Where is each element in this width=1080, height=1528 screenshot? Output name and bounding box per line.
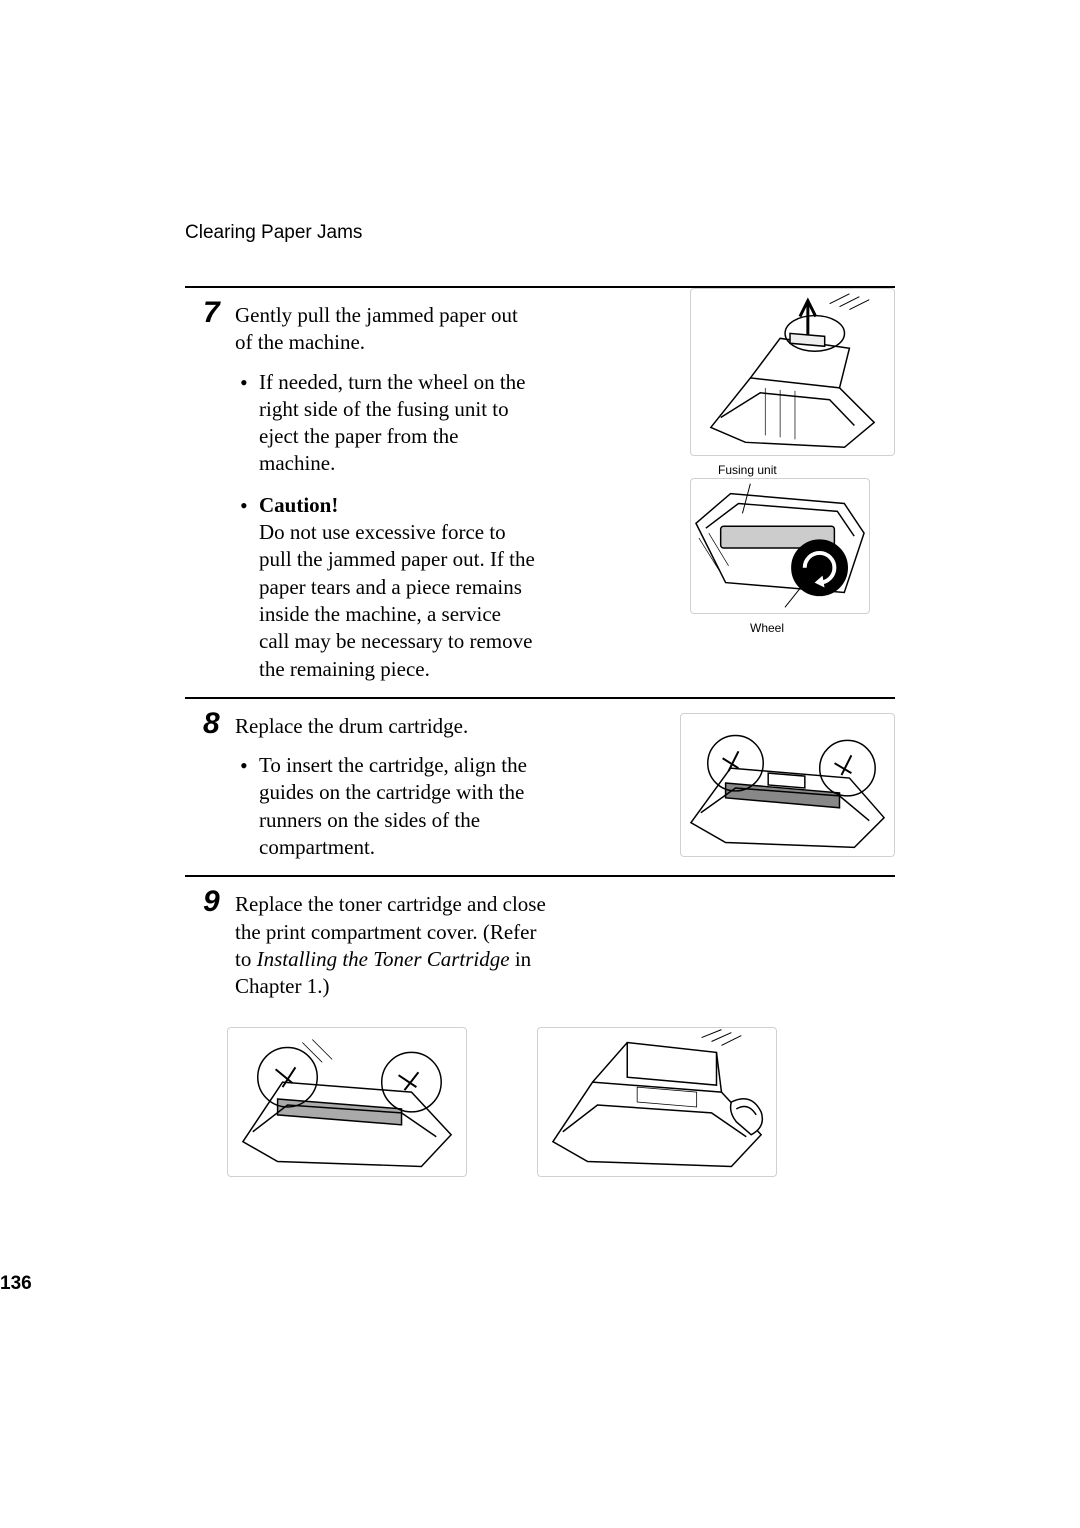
step-8-figure-container xyxy=(680,713,895,857)
wheel-label: Wheel xyxy=(750,621,784,635)
step-8-number: 8 xyxy=(203,707,220,741)
figure-7b-container: Fusing unit xyxy=(690,478,895,614)
step-9-reference: Installing the Toner Cartridge xyxy=(257,947,510,971)
step-7-section: 7 Gently pull the jammed paper out of th… xyxy=(185,288,895,683)
figure-7a-printer-jam xyxy=(690,288,895,456)
step-9-figures xyxy=(227,1027,895,1177)
step-9-text: Replace the toner cartridge and close th… xyxy=(235,891,550,1000)
step-7-number: 7 xyxy=(203,296,220,330)
figure-8-drum-cartridge xyxy=(680,713,895,857)
step-7-content: Gently pull the jammed paper out of the … xyxy=(235,302,535,683)
section-header: Clearing Paper Jams xyxy=(185,222,895,244)
step-9-section: 9 Replace the toner cartridge and close … xyxy=(185,877,895,1176)
figure-9b-close-cover xyxy=(537,1027,777,1177)
step-7-figures: Fusing unit xyxy=(690,288,895,614)
step-9-number: 9 xyxy=(203,885,220,919)
step-9-content: Replace the toner cartridge and close th… xyxy=(235,891,550,1000)
step-8-section: 8 Replace the drum cartridge. To insert … xyxy=(185,699,895,861)
step-8-bullets: To insert the cartridge, align the guide… xyxy=(235,752,535,861)
step-7-bullets: If needed, turn the wheel on the right s… xyxy=(235,369,535,683)
caution-text: Do not use excessive force to pull the j… xyxy=(259,519,535,683)
caution-label: Caution! xyxy=(259,493,338,517)
step-7-text: Gently pull the jammed paper out of the … xyxy=(235,302,535,357)
figure-9a-toner-insert xyxy=(227,1027,467,1177)
step-8-bullet-1: To insert the cartridge, align the guide… xyxy=(259,752,535,861)
step-7-caution-item: Caution! Do not use excessive force to p… xyxy=(259,492,535,683)
step-8-content: Replace the drum cartridge. To insert th… xyxy=(235,713,535,861)
page-number: 136 xyxy=(0,1273,32,1295)
step-8-text: Replace the drum cartridge. xyxy=(235,713,535,740)
fusing-unit-label: Fusing unit xyxy=(718,463,777,477)
step-7-bullet-1: If needed, turn the wheel on the right s… xyxy=(259,369,535,478)
figure-7b-fusing-wheel xyxy=(690,478,870,614)
